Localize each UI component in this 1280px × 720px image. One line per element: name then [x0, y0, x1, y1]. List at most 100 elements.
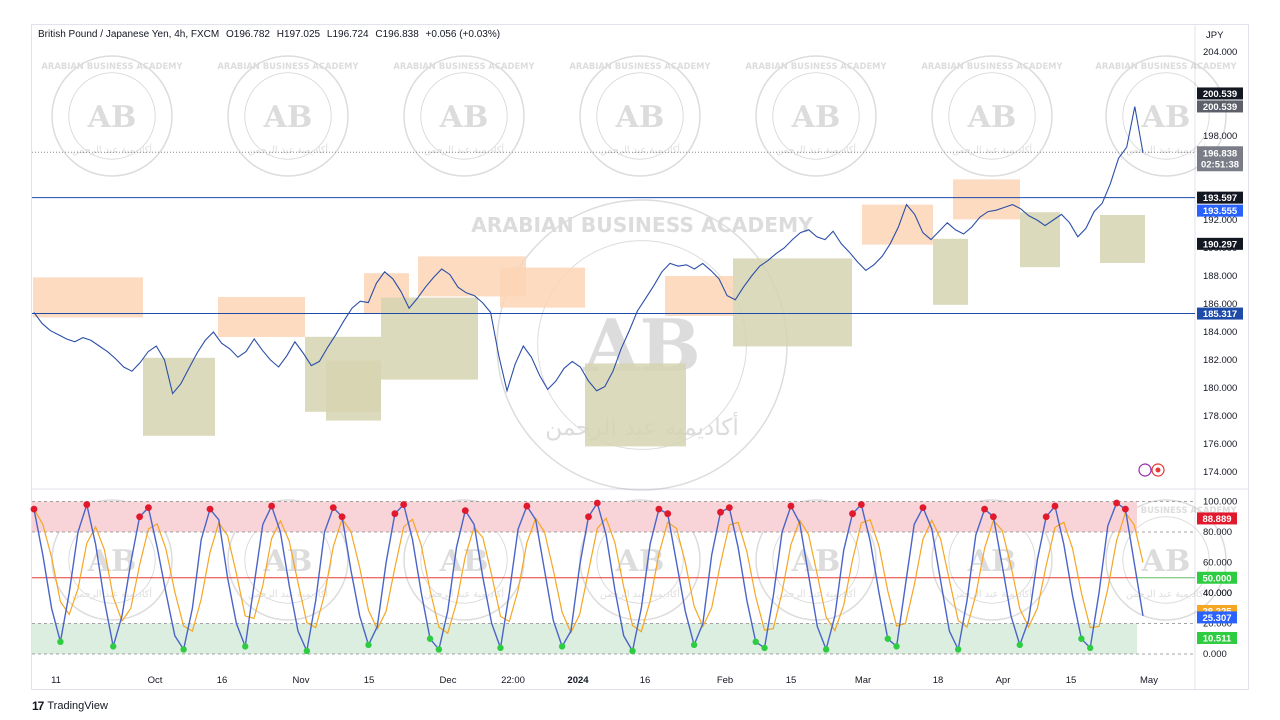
osc-tick-label: 40.000 [1203, 588, 1232, 599]
watermark-letters: AB [967, 544, 1017, 579]
tradingview-brand[interactable]: 17 TradingView [32, 699, 108, 713]
oversold-dot [752, 638, 759, 645]
demand-zone [733, 258, 852, 347]
ohlc-open: O196.782 [226, 29, 270, 40]
overbought-dot [1113, 499, 1120, 507]
watermark-inner-ring [948, 72, 1036, 160]
demand-zone [1020, 212, 1060, 268]
watermark-seal-top-4: AB ARABIAN BUSINESS ACADEMY أكاديمية عبد ا… [745, 55, 888, 177]
tradingview-logo-icon: 17 [32, 699, 44, 713]
overbought-dot [981, 505, 988, 513]
time-tick-label: Nov [293, 675, 310, 686]
watermark-inner-ring [772, 72, 860, 160]
watermark-arabic: أكاديمية عبد الرحمن [952, 587, 1032, 600]
overbought-dot [989, 513, 997, 521]
overbought-dot [268, 502, 276, 510]
watermark-arabic: أكاديمية عبد الرحمن [776, 587, 856, 600]
demand-zone [381, 297, 478, 380]
overbought-dot [1051, 502, 1059, 510]
replay-icon-dot [1155, 467, 1161, 473]
time-tick-label: 18 [933, 675, 944, 686]
watermark-ring [227, 55, 349, 177]
watermark-ring [579, 55, 701, 177]
watermark-seal-top-2: AB ARABIAN BUSINESS ACADEMY أكاديمية عبد ا… [393, 55, 536, 177]
demand-zone [585, 363, 686, 447]
demand-zone [143, 357, 215, 436]
time-tick-label: 15 [364, 675, 375, 686]
osc-mid-tag-bg [1197, 571, 1237, 584]
supply-zone [665, 276, 733, 316]
oversold-dot [690, 641, 698, 649]
watermark-seal-top-1: AB ARABIAN BUSINESS ACADEMY أكاديمية عبد ا… [217, 55, 360, 177]
oversold-dot [242, 643, 249, 650]
overbought-dot [83, 501, 91, 508]
oversold-zone [32, 623, 1137, 654]
supply-zone [218, 297, 305, 337]
oversold-dot [893, 643, 900, 650]
price-tick-label: 184.000 [1203, 327, 1237, 338]
low-tag-bg [1197, 237, 1243, 250]
currency-label[interactable]: JPY [1206, 30, 1224, 41]
price-tick-label: 180.000 [1203, 383, 1237, 394]
osc-tick-label: 20.000 [1203, 619, 1232, 630]
watermark-text: ARABIAN BUSINESS ACADEMY [569, 61, 711, 71]
overbought-dot [787, 502, 795, 510]
supply-zone [953, 179, 1020, 220]
overbought-dot [717, 508, 724, 516]
watermark-inner-ring [420, 72, 508, 160]
price-tick-label: 176.000 [1203, 439, 1237, 450]
overbought-dot [400, 501, 408, 508]
watermark-arabic: أكاديمية عبد الرحمن [424, 143, 504, 156]
low-tag: 190.297 [1203, 239, 1237, 250]
price-tick-label: 188.000 [1203, 271, 1237, 282]
blue-tag-bg [1197, 204, 1243, 217]
overbought-dot [523, 502, 531, 510]
overbought-dot [136, 513, 144, 521]
blue-tag: 193.555 [1203, 206, 1238, 217]
oversold-dot [1086, 644, 1094, 652]
oversold-dot [884, 635, 891, 642]
watermark-letters: AB [87, 544, 137, 579]
watermark-letters: AB [791, 100, 841, 135]
overbought-dot [1042, 513, 1050, 521]
time-tick-label: Apr [996, 675, 1011, 686]
watermark-arabic: أكاديمية عبد الرحمن [424, 587, 504, 600]
overbought-dot [725, 504, 733, 511]
last-price-tag-bg [1197, 146, 1243, 172]
price-tick-label: 192.000 [1203, 215, 1237, 226]
watermark-text: ARABIAN BUSINESS ACADEMY [745, 61, 887, 71]
overbought-dot [664, 510, 672, 518]
watermark-ring [403, 55, 525, 177]
watermark-seal-top-3: AB ARABIAN BUSINESS ACADEMY أكاديمية عبد ا… [569, 55, 712, 177]
time-tick-label: Oct [148, 675, 163, 686]
watermark-arabic: أكاديمية عبد الرحمن [952, 143, 1032, 156]
price-tick-label: 174.000 [1203, 467, 1237, 478]
oversold-dot [761, 644, 768, 652]
watermark-arabic: أكاديمية عبد الرحمن [1126, 587, 1206, 600]
watermark-seal-top-0: AB ARABIAN BUSINESS ACADEMY أكاديمية عبد ا… [41, 55, 184, 177]
watermark-seal-top-6: AB ARABIAN BUSINESS ACADEMY أكاديمية عبد ا… [1095, 55, 1238, 177]
high-tag-1: 200.539 [1203, 89, 1237, 100]
osc-tick-label: 0.000 [1203, 649, 1227, 660]
watermark-ring [931, 499, 1053, 621]
time-tick-label: 11 [51, 675, 61, 686]
watermark-arabic: أكاديمية عبد الرحمن [776, 143, 856, 156]
watermark-letters: AB [791, 544, 841, 579]
symbol-name[interactable]: British Pound / Japanese Yen, 4h, FXCM [38, 29, 220, 40]
watermark-arabic: أكاديمية عبد الرحمن [72, 143, 152, 156]
resistance-tag: 193.597 [1203, 193, 1237, 204]
oversold-dot [365, 641, 372, 649]
price-change: +0.056 (+0.03%) [425, 29, 501, 40]
price-tick-label: 186.000 [1203, 299, 1237, 310]
oversold-dot [1016, 641, 1023, 649]
time-tick-label: 15 [1066, 675, 1077, 686]
symbol-header: British Pound / Japanese Yen, 4h, FXCM O… [38, 29, 504, 40]
replay-icon [1151, 463, 1165, 477]
watermark-inner-ring [68, 72, 156, 160]
supply-zone [862, 204, 933, 245]
ohlc-high: H197.025 [276, 29, 321, 40]
chart-frame [31, 24, 1249, 690]
oversold-dot [303, 647, 311, 655]
watermark-text: ARABIAN BUSINESS ACADEMY [1095, 61, 1237, 71]
